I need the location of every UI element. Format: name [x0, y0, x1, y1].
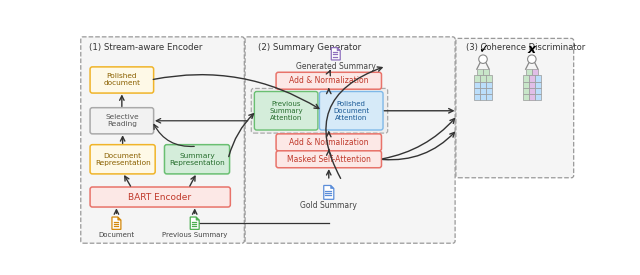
Bar: [480, 88, 486, 94]
Bar: [486, 75, 492, 81]
Text: Masked Self-Attention: Masked Self-Attention: [287, 155, 371, 164]
FancyBboxPatch shape: [90, 108, 154, 134]
Polygon shape: [112, 217, 121, 229]
FancyBboxPatch shape: [164, 145, 230, 174]
Polygon shape: [331, 185, 334, 189]
Circle shape: [527, 55, 536, 64]
Bar: [532, 69, 538, 75]
Bar: [474, 94, 480, 100]
Bar: [477, 69, 483, 75]
FancyBboxPatch shape: [90, 187, 230, 207]
Bar: [474, 81, 480, 88]
Bar: [486, 94, 492, 100]
Text: Polished
Document
Attention: Polished Document Attention: [333, 101, 369, 121]
FancyBboxPatch shape: [81, 37, 244, 243]
Bar: [535, 81, 541, 88]
FancyBboxPatch shape: [276, 72, 381, 89]
Text: x: x: [528, 43, 536, 56]
Polygon shape: [332, 48, 340, 60]
Text: BART Encoder: BART Encoder: [128, 192, 191, 202]
Text: Previous
Summary
Attention: Previous Summary Attention: [269, 101, 303, 121]
Text: Document
Representation: Document Representation: [95, 153, 150, 166]
Bar: [480, 81, 486, 88]
Bar: [522, 75, 529, 81]
Polygon shape: [337, 48, 340, 51]
Text: ✓: ✓: [477, 43, 488, 56]
Text: (2) Summary Generator: (2) Summary Generator: [259, 43, 362, 52]
Text: (3) Coherence Discriminator: (3) Coherence Discriminator: [466, 43, 585, 52]
FancyBboxPatch shape: [276, 151, 381, 168]
Text: Add & Normalization: Add & Normalization: [289, 138, 369, 147]
FancyBboxPatch shape: [319, 92, 383, 130]
Bar: [474, 88, 480, 94]
Polygon shape: [196, 217, 199, 220]
FancyBboxPatch shape: [90, 67, 154, 93]
Bar: [529, 75, 535, 81]
Bar: [535, 88, 541, 94]
Bar: [474, 75, 480, 81]
FancyBboxPatch shape: [456, 39, 573, 178]
FancyBboxPatch shape: [276, 134, 381, 151]
FancyBboxPatch shape: [90, 145, 155, 174]
Polygon shape: [118, 217, 121, 220]
Text: Selective
Reading: Selective Reading: [105, 114, 139, 127]
Bar: [529, 88, 535, 94]
Bar: [522, 81, 529, 88]
Text: Add & Normalization: Add & Normalization: [289, 76, 369, 85]
Bar: [522, 88, 529, 94]
Bar: [480, 75, 486, 81]
Text: Document: Document: [99, 232, 134, 238]
Text: Polished
document: Polished document: [103, 73, 140, 86]
FancyBboxPatch shape: [254, 92, 318, 130]
Bar: [486, 81, 492, 88]
Bar: [522, 94, 529, 100]
Text: Gold Summary: Gold Summary: [300, 201, 357, 210]
Bar: [535, 75, 541, 81]
Bar: [529, 81, 535, 88]
Text: (1) Stream-aware Encoder: (1) Stream-aware Encoder: [90, 43, 203, 52]
Bar: [535, 94, 541, 100]
Bar: [529, 94, 535, 100]
FancyBboxPatch shape: [252, 89, 388, 133]
Polygon shape: [190, 217, 199, 229]
Bar: [486, 88, 492, 94]
Bar: [525, 69, 532, 75]
Text: Summary
Representation: Summary Representation: [169, 153, 225, 166]
Text: Previous Summary: Previous Summary: [162, 232, 227, 238]
Text: Generated Summary: Generated Summary: [296, 62, 376, 71]
Polygon shape: [324, 185, 334, 199]
Bar: [480, 94, 486, 100]
FancyBboxPatch shape: [245, 37, 455, 243]
Circle shape: [479, 55, 487, 64]
Bar: [483, 69, 489, 75]
